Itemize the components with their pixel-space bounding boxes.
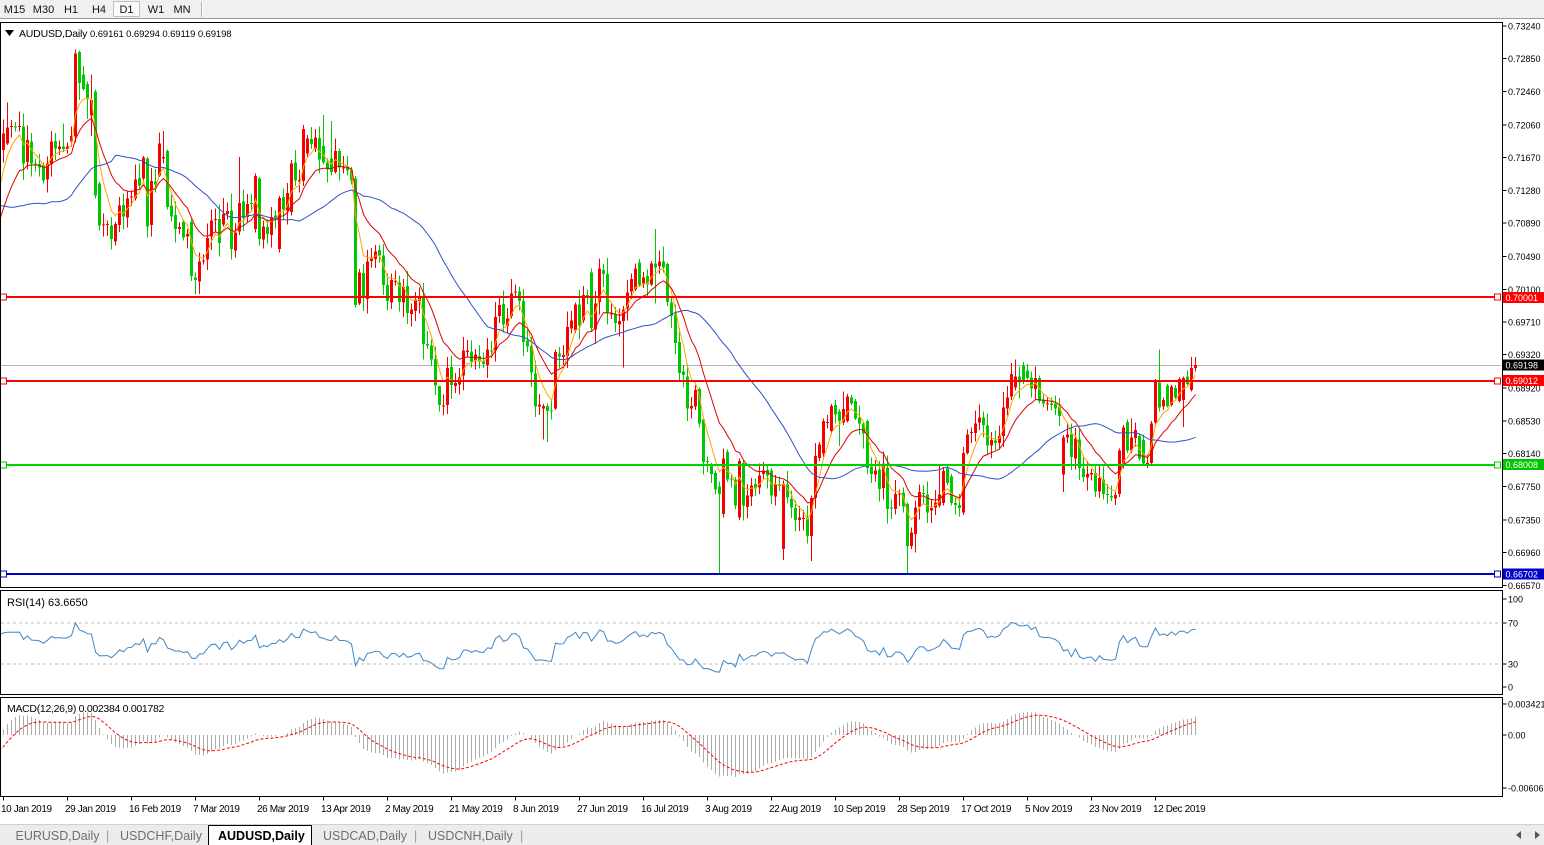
svg-text:0.70490: 0.70490 xyxy=(1508,252,1541,262)
svg-text:RSI(14) 63.6650: RSI(14) 63.6650 xyxy=(7,597,88,609)
svg-text:-0.006069: -0.006069 xyxy=(1508,784,1544,794)
svg-text:2 May 2019: 2 May 2019 xyxy=(385,804,434,815)
svg-text:0.00: 0.00 xyxy=(1508,731,1526,741)
svg-text:8 Jun 2019: 8 Jun 2019 xyxy=(513,804,559,815)
svg-text:0.69710: 0.69710 xyxy=(1508,318,1541,328)
svg-text:0.67350: 0.67350 xyxy=(1508,515,1541,525)
svg-text:7 Mar 2019: 7 Mar 2019 xyxy=(193,804,240,815)
svg-text:MN: MN xyxy=(173,4,190,16)
svg-text:D1: D1 xyxy=(119,4,133,16)
svg-text:MACD(12,26,9) 0.002384 0.00178: MACD(12,26,9) 0.002384 0.001782 xyxy=(7,703,165,715)
svg-text:28 Sep 2019: 28 Sep 2019 xyxy=(897,804,950,815)
svg-text:0.72850: 0.72850 xyxy=(1508,54,1541,64)
svg-text:12 Dec 2019: 12 Dec 2019 xyxy=(1153,804,1206,815)
svg-text:0.71670: 0.71670 xyxy=(1508,153,1541,163)
svg-text:22 Aug 2019: 22 Aug 2019 xyxy=(769,804,822,815)
svg-text:0.72460: 0.72460 xyxy=(1508,87,1541,97)
svg-text:17 Oct 2019: 17 Oct 2019 xyxy=(961,804,1012,815)
svg-text:16 Jul 2019: 16 Jul 2019 xyxy=(641,804,689,815)
svg-text:USDCHF,Daily: USDCHF,Daily xyxy=(120,829,203,843)
svg-text:M15: M15 xyxy=(4,4,25,16)
svg-text:0: 0 xyxy=(1508,683,1513,693)
svg-text:0.69198: 0.69198 xyxy=(1506,360,1539,370)
svg-text:0.70890: 0.70890 xyxy=(1508,219,1541,229)
svg-text:0.68140: 0.68140 xyxy=(1508,449,1541,459)
svg-text:0.73240: 0.73240 xyxy=(1508,22,1541,32)
svg-text:13 Apr 2019: 13 Apr 2019 xyxy=(321,804,371,815)
svg-text:M30: M30 xyxy=(33,4,54,16)
svg-text:0.71280: 0.71280 xyxy=(1508,186,1541,196)
svg-text:0.70001: 0.70001 xyxy=(1506,293,1539,303)
svg-text:0.69161 0.69294 0.69119 0.6919: 0.69161 0.69294 0.69119 0.69198 xyxy=(90,29,231,40)
svg-text:5 Nov 2019: 5 Nov 2019 xyxy=(1025,804,1073,815)
svg-text:USDCNH,Daily: USDCNH,Daily xyxy=(428,829,513,843)
svg-text:10 Sep 2019: 10 Sep 2019 xyxy=(833,804,886,815)
svg-text:H4: H4 xyxy=(92,4,106,16)
svg-text:10 Jan 2019: 10 Jan 2019 xyxy=(1,804,52,815)
svg-text:0.68008: 0.68008 xyxy=(1506,460,1539,470)
svg-text:EURUSD,Daily: EURUSD,Daily xyxy=(16,829,101,843)
svg-text:0.69012: 0.69012 xyxy=(1506,376,1539,386)
svg-text:|: | xyxy=(414,829,417,843)
svg-text:29 Jan 2019: 29 Jan 2019 xyxy=(65,804,116,815)
svg-text:0.67750: 0.67750 xyxy=(1508,482,1541,492)
svg-text:3 Aug 2019: 3 Aug 2019 xyxy=(705,804,752,815)
svg-text:AUDUSD,Daily: AUDUSD,Daily xyxy=(218,829,305,843)
svg-text:0.66960: 0.66960 xyxy=(1508,548,1541,558)
svg-text:|: | xyxy=(520,829,523,843)
svg-text:0.66702: 0.66702 xyxy=(1506,570,1539,580)
svg-text:26 Mar 2019: 26 Mar 2019 xyxy=(257,804,310,815)
svg-text:H1: H1 xyxy=(64,4,78,16)
svg-text:23 Nov 2019: 23 Nov 2019 xyxy=(1089,804,1142,815)
svg-text:0.70100: 0.70100 xyxy=(1508,285,1541,295)
svg-text:21 May 2019: 21 May 2019 xyxy=(449,804,503,815)
svg-text:|: | xyxy=(106,829,109,843)
svg-text:0.72060: 0.72060 xyxy=(1508,120,1541,130)
svg-text:16 Feb 2019: 16 Feb 2019 xyxy=(129,804,182,815)
svg-text:70: 70 xyxy=(1508,618,1518,628)
svg-text:AUDUSD,Daily: AUDUSD,Daily xyxy=(19,28,88,40)
svg-text:0.66570: 0.66570 xyxy=(1508,581,1541,591)
svg-text:0.69320: 0.69320 xyxy=(1508,350,1541,360)
svg-text:0.003421: 0.003421 xyxy=(1508,700,1544,710)
svg-text:100: 100 xyxy=(1508,595,1523,605)
svg-text:30: 30 xyxy=(1508,660,1518,670)
svg-text:27 Jun 2019: 27 Jun 2019 xyxy=(577,804,628,815)
svg-text:0.68920: 0.68920 xyxy=(1508,384,1541,394)
svg-text:USDCAD,Daily: USDCAD,Daily xyxy=(323,829,408,843)
svg-text:W1: W1 xyxy=(148,4,165,16)
svg-text:0.68530: 0.68530 xyxy=(1508,416,1541,426)
